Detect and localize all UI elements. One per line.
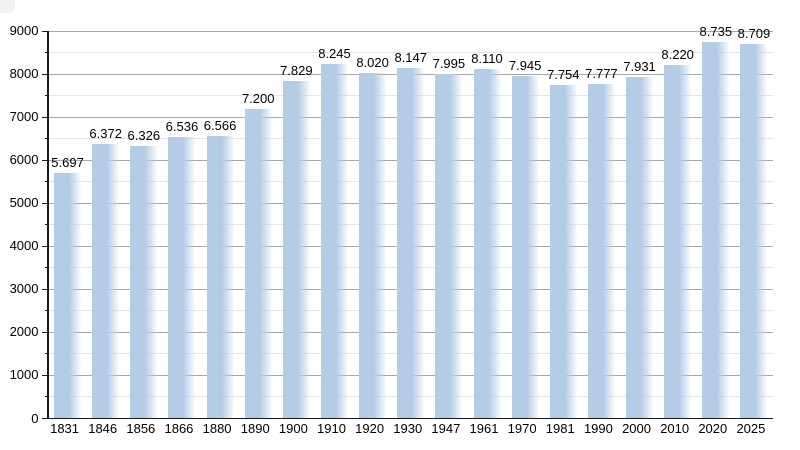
- y-tick-mark-major: [42, 73, 48, 75]
- x-tick-label: 1930: [393, 421, 423, 436]
- bar: [130, 146, 158, 419]
- bar: [282, 81, 310, 419]
- y-tick-mark-major: [42, 331, 48, 333]
- y-tick-mark-major: [42, 374, 48, 376]
- bar-value-label: 8.020: [356, 55, 389, 71]
- bar-value-label: 6.536: [165, 119, 199, 135]
- y-tick-label: 1000: [9, 367, 39, 383]
- y-tick-label: 8000: [9, 66, 39, 82]
- bar: [359, 73, 387, 419]
- bar: [244, 108, 272, 419]
- bar-value-label: 7.931: [623, 59, 656, 75]
- y-tick-mark-minor: [44, 353, 48, 355]
- bar: [92, 144, 120, 419]
- y-tick-label: 7000: [9, 109, 39, 125]
- grid-line-minor: [48, 52, 773, 54]
- bar: [664, 64, 692, 419]
- y-tick-mark-minor: [44, 95, 48, 97]
- bar: [511, 76, 539, 419]
- x-tick-label: 1920: [355, 421, 385, 436]
- bar: [626, 77, 654, 419]
- x-tick-label: 1856: [126, 421, 156, 436]
- bar: [740, 43, 768, 419]
- bar-value-label: 7.995: [432, 56, 466, 72]
- y-tick-mark-minor: [44, 310, 48, 312]
- bar-value-label: 6.326: [127, 128, 161, 144]
- y-tick-label: 3000: [9, 281, 39, 297]
- y-tick-label: 6000: [9, 152, 39, 168]
- bar-value-label: 8.735: [699, 24, 733, 40]
- y-tick-label: 0: [31, 410, 39, 426]
- bar-value-label: 8.709: [737, 25, 771, 41]
- y-tick-mark-major: [42, 288, 48, 290]
- bar-value-label: 7.945: [508, 58, 542, 74]
- bar: [473, 69, 501, 419]
- y-tick-label: 9000: [9, 23, 39, 38]
- bar: [206, 135, 234, 419]
- x-axis-line: [44, 417, 773, 420]
- x-tick-label: 1910: [317, 421, 346, 436]
- bar: [702, 42, 730, 419]
- bar: [320, 63, 348, 419]
- bar: [397, 67, 425, 419]
- y-axis-line: [47, 30, 50, 419]
- bar-value-label: 7.754: [546, 66, 580, 82]
- x-tick-label: 2020: [698, 421, 728, 436]
- y-tick-mark-minor: [44, 138, 48, 140]
- y-tick-label: 2000: [9, 324, 39, 340]
- x-tick-label: 1831: [50, 421, 80, 436]
- y-tick-mark-major: [42, 202, 48, 204]
- grid-line-major: [48, 30, 773, 32]
- x-tick-label: 1900: [278, 421, 308, 436]
- bar-value-label: 7.829: [280, 63, 313, 79]
- y-tick-mark-minor: [44, 396, 48, 398]
- y-tick-mark-minor: [44, 181, 48, 183]
- y-tick-mark-major: [42, 30, 48, 32]
- bar-value-label: 7.777: [585, 65, 618, 81]
- x-tick-label: 2025: [736, 421, 766, 436]
- y-tick-label: 4000: [9, 238, 39, 254]
- bar: [54, 173, 82, 419]
- bar-value-label: 7.200: [241, 90, 275, 106]
- bar: [168, 137, 196, 419]
- y-tick-mark-major: [42, 245, 48, 247]
- x-tick-label: 1970: [507, 421, 537, 436]
- y-tick-mark-major: [42, 116, 48, 118]
- y-tick-label: 5000: [9, 195, 39, 211]
- bar: [435, 74, 463, 419]
- x-tick-label: 2000: [622, 421, 651, 436]
- x-tick-label: 1890: [240, 421, 270, 436]
- x-tick-label: 2010: [660, 421, 690, 436]
- y-tick-mark-minor: [44, 224, 48, 226]
- x-tick-label: 1846: [88, 421, 118, 436]
- x-tick-label: 1947: [431, 421, 461, 436]
- bar-value-label: 8.220: [661, 46, 694, 62]
- x-tick-label: 1981: [545, 421, 575, 436]
- bar-value-label: 8.110: [471, 51, 503, 67]
- bar-value-label: 5.697: [51, 155, 84, 171]
- y-tick-mark-minor: [44, 267, 48, 269]
- bar-value-label: 8.147: [394, 49, 428, 65]
- bar: [549, 84, 577, 419]
- x-tick-label: 1880: [202, 421, 232, 436]
- corner-artifact: [0, 0, 15, 13]
- x-tick-label: 1961: [469, 421, 499, 436]
- bar-value-label: 8.245: [318, 45, 351, 61]
- x-tick-label: 1866: [164, 421, 194, 436]
- bar-value-label: 6.566: [203, 117, 237, 133]
- bar: [587, 83, 615, 419]
- y-tick-mark-minor: [44, 52, 48, 54]
- y-tick-mark-major: [42, 159, 48, 161]
- bar-value-label: 6.372: [89, 126, 122, 142]
- x-tick-label: 1990: [583, 421, 613, 436]
